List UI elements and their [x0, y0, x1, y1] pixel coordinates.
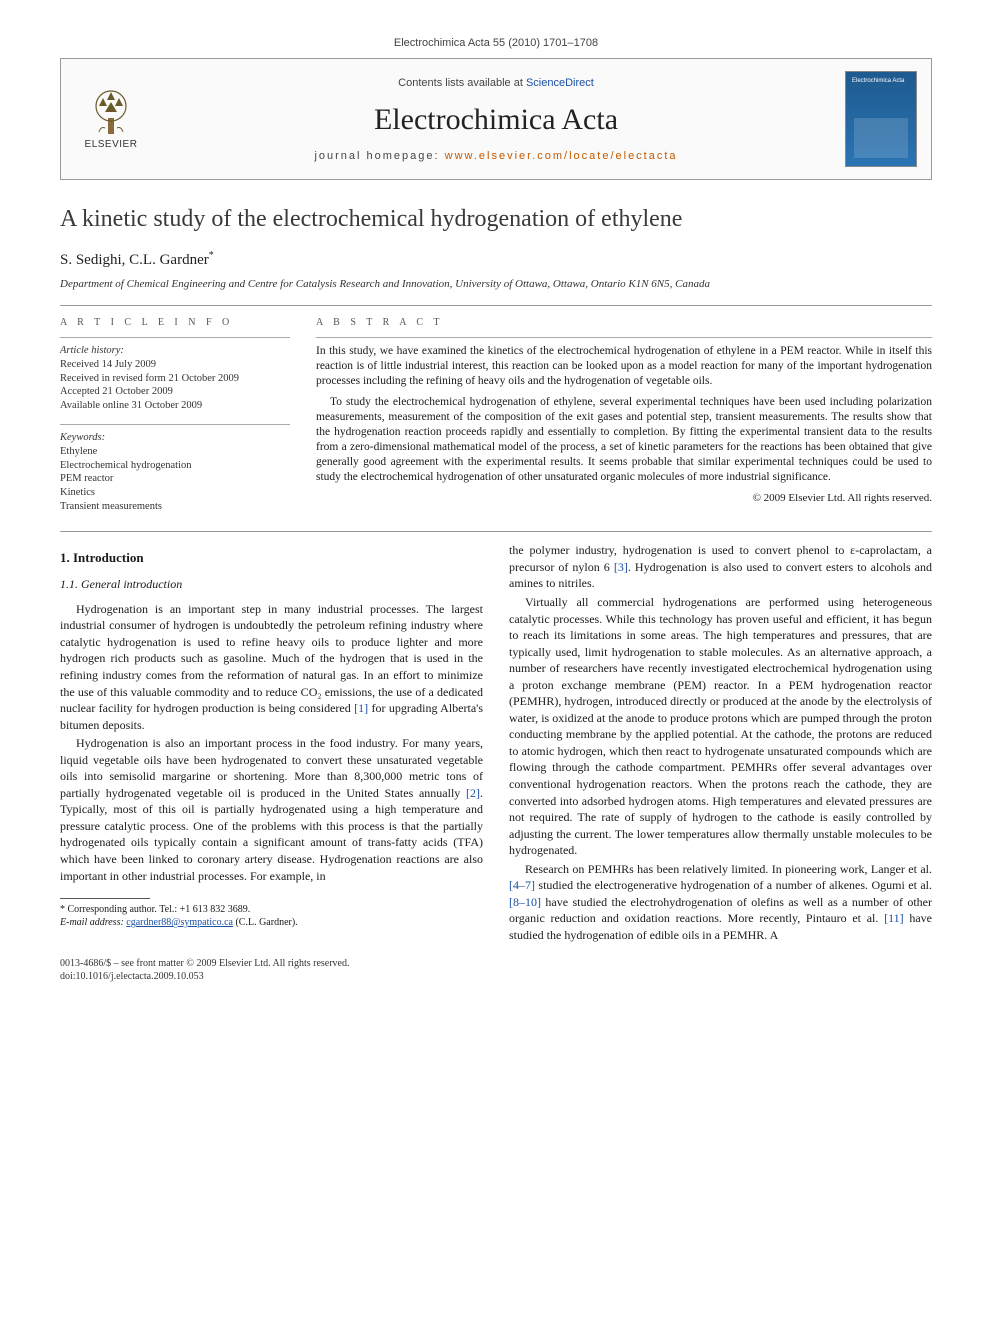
- sciencedirect-link[interactable]: ScienceDirect: [526, 77, 594, 89]
- email-link[interactable]: cgardner88@sympatico.ca: [126, 917, 233, 928]
- author-names: S. Sedighi, C.L. Gardner: [60, 252, 209, 268]
- citation-link[interactable]: [11]: [884, 911, 904, 925]
- journal-header: ELSEVIER Contents lists available at Sci…: [60, 58, 932, 180]
- citation-link[interactable]: [3]: [614, 560, 628, 574]
- corr-mark: *: [209, 250, 214, 261]
- abstract-p1: In this study, we have examined the kine…: [316, 344, 932, 389]
- history-label: Article history:: [60, 344, 290, 358]
- rule-top: [60, 305, 932, 306]
- keyword: PEM reactor: [60, 472, 290, 486]
- cover-thumb-title: Electrochimica Acta: [852, 78, 910, 86]
- body-para: Hydrogenation is an important step in ma…: [60, 601, 483, 733]
- contents-line: Contents lists available at ScienceDirec…: [161, 76, 831, 90]
- history-online: Available online 31 October 2009: [60, 399, 290, 413]
- copyright: © 2009 Elsevier Ltd. All rights reserved…: [316, 491, 932, 505]
- abstract-p2: To study the electrochemical hydrogenati…: [316, 395, 932, 485]
- keyword: Electrochemical hydrogenation: [60, 459, 290, 473]
- elsevier-tree-icon: [89, 88, 133, 136]
- publisher-logo: ELSEVIER: [75, 88, 147, 151]
- history-accepted: Accepted 21 October 2009: [60, 385, 290, 399]
- section-heading: 1. Introduction: [60, 550, 483, 567]
- kw-rule: [60, 424, 290, 425]
- rule-mid: [60, 531, 932, 532]
- running-head: Electrochimica Acta 55 (2010) 1701–1708: [60, 36, 932, 50]
- journal-cover-thumb: Electrochimica Acta: [845, 71, 917, 167]
- email-label: E-mail address:: [60, 917, 124, 928]
- footnote-rule: [60, 898, 150, 899]
- history-revised: Received in revised form 21 October 2009: [60, 372, 290, 386]
- footnote-mark: *: [60, 904, 65, 915]
- journal-name: Electrochimica Acta: [161, 100, 831, 139]
- keywords-label: Keywords:: [60, 431, 290, 445]
- corr-text: Corresponding author. Tel.: +1 613 832 3…: [68, 904, 251, 915]
- home-prefix: journal homepage:: [314, 150, 444, 162]
- citation-link[interactable]: [8–10]: [509, 895, 541, 909]
- info-head: A R T I C L E I N F O: [60, 316, 290, 329]
- corresponding-footnote: * Corresponding author. Tel.: +1 613 832…: [60, 903, 483, 929]
- citation-link[interactable]: [2]: [466, 786, 480, 800]
- footer: 0013-4686/$ – see front matter © 2009 El…: [60, 957, 932, 983]
- contents-prefix: Contents lists available at: [398, 77, 526, 89]
- subsection-heading: 1.1. General introduction: [60, 577, 483, 593]
- authors: S. Sedighi, C.L. Gardner*: [60, 249, 932, 271]
- body-para: Virtually all commercial hydrogenations …: [509, 594, 932, 859]
- journal-homepage: journal homepage: www.elsevier.com/locat…: [161, 149, 831, 163]
- journal-home-link[interactable]: www.elsevier.com/locate/electacta: [445, 150, 678, 162]
- keyword: Transient measurements: [60, 500, 290, 514]
- abstract-head: A B S T R A C T: [316, 316, 932, 329]
- abstract: A B S T R A C T In this study, we have e…: [316, 316, 932, 513]
- article-info: A R T I C L E I N F O Article history: R…: [60, 316, 290, 513]
- abs-rule: [316, 337, 932, 338]
- body-text: 1. Introduction 1.1. General introductio…: [60, 542, 932, 943]
- body-para: Research on PEMHRs has been relatively l…: [509, 861, 932, 944]
- article-title: A kinetic study of the electrochemical h…: [60, 204, 932, 235]
- keyword: Kinetics: [60, 486, 290, 500]
- history-received: Received 14 July 2009: [60, 358, 290, 372]
- keyword: Ethylene: [60, 445, 290, 459]
- body-para: the polymer industry, hydrogenation is u…: [509, 542, 932, 592]
- publisher-name: ELSEVIER: [85, 138, 138, 151]
- email-who: (C.L. Gardner).: [235, 917, 297, 928]
- footer-doi: doi:10.1016/j.electacta.2009.10.053: [60, 970, 932, 983]
- citation-link[interactable]: [1]: [354, 701, 368, 715]
- body-para: Hydrogenation is also an important proce…: [60, 735, 483, 884]
- footer-issn: 0013-4686/$ – see front matter © 2009 El…: [60, 957, 932, 970]
- info-rule: [60, 337, 290, 338]
- citation-link[interactable]: [4–7]: [509, 878, 535, 892]
- affiliation: Department of Chemical Engineering and C…: [60, 277, 932, 291]
